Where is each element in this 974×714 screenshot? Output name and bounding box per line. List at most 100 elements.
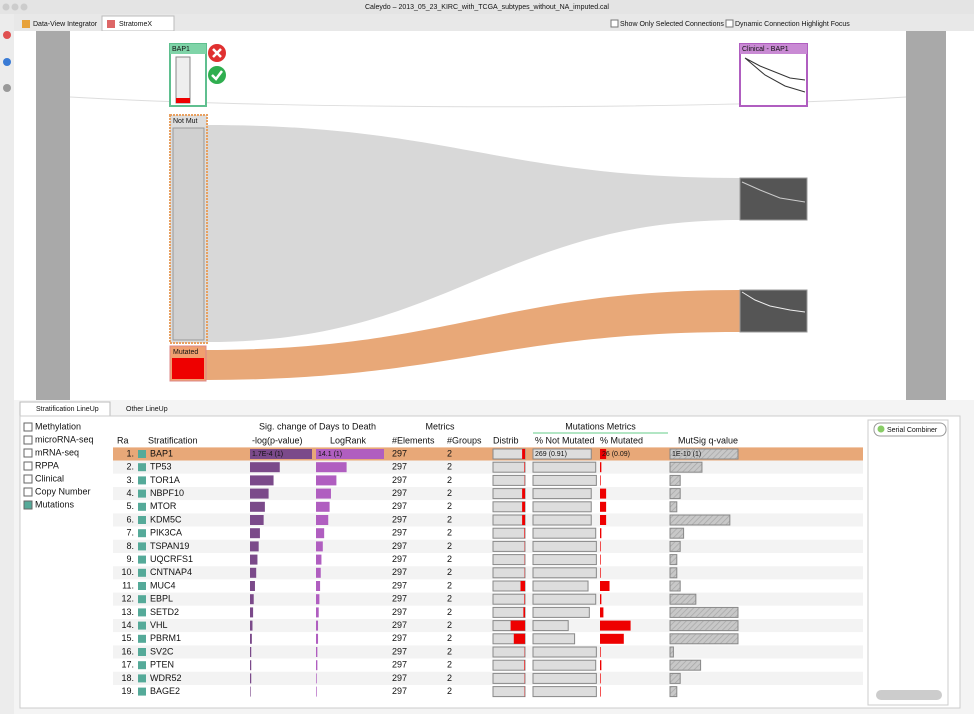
row-background[interactable] bbox=[113, 487, 863, 501]
bar-not-mutated bbox=[532, 672, 597, 684]
checkbox[interactable] bbox=[23, 435, 33, 445]
row-background[interactable] bbox=[113, 513, 863, 527]
tab-icon bbox=[107, 20, 115, 28]
option-label[interactable]: Show Only Selected Connections bbox=[620, 21, 724, 28]
checkbox[interactable] bbox=[23, 500, 33, 510]
row-background[interactable] bbox=[113, 553, 863, 567]
window-button[interactable] bbox=[20, 3, 28, 11]
distribution bbox=[492, 501, 526, 513]
brick[interactable] bbox=[739, 43, 808, 107]
km-thumbnail[interactable] bbox=[739, 177, 808, 221]
flow-mutated[interactable] bbox=[205, 290, 740, 380]
row-background[interactable] bbox=[113, 539, 863, 553]
row-swatch bbox=[138, 687, 146, 696]
row-background[interactable] bbox=[113, 645, 863, 659]
distribution bbox=[492, 461, 526, 473]
distribution bbox=[492, 540, 526, 552]
checkbox[interactable] bbox=[725, 19, 734, 28]
column-header[interactable]: #Elements bbox=[392, 435, 435, 445]
tool-icon[interactable] bbox=[3, 31, 11, 39]
column-header[interactable]: MutSig q-value bbox=[678, 435, 738, 445]
checkbox[interactable] bbox=[23, 461, 33, 471]
bar-mutated bbox=[600, 488, 607, 499]
bar-logp bbox=[250, 620, 253, 631]
dataset-label[interactable]: RPPA bbox=[35, 460, 59, 470]
column-header[interactable]: % Mutated bbox=[600, 435, 643, 445]
row-background[interactable] bbox=[113, 566, 863, 580]
dataset-label[interactable]: Methylation bbox=[35, 421, 81, 431]
column-header[interactable]: Ra bbox=[117, 435, 129, 445]
dataset-label[interactable]: Copy Number bbox=[35, 486, 91, 496]
row-background[interactable] bbox=[113, 605, 863, 619]
checkbox[interactable] bbox=[23, 474, 33, 484]
stratification-name: PIK3CA bbox=[150, 528, 182, 538]
dataset-label[interactable]: Clinical bbox=[35, 473, 64, 483]
row-background[interactable] bbox=[113, 671, 863, 685]
row-background[interactable] bbox=[113, 592, 863, 606]
scroll-button[interactable] bbox=[876, 690, 942, 700]
row-background[interactable] bbox=[113, 500, 863, 514]
bar-mutated bbox=[600, 501, 607, 512]
row-background[interactable] bbox=[113, 685, 863, 699]
elements: 297 bbox=[392, 528, 407, 538]
tool-icon[interactable] bbox=[3, 58, 11, 66]
row-background[interactable] bbox=[113, 460, 863, 474]
column-header[interactable]: LogRank bbox=[330, 435, 367, 445]
window-button[interactable] bbox=[2, 3, 10, 11]
row-background[interactable] bbox=[113, 447, 863, 461]
row-background[interactable] bbox=[113, 658, 863, 672]
tab[interactable]: Data-View Integrator bbox=[33, 21, 98, 28]
column-header[interactable]: Stratification bbox=[148, 435, 198, 445]
groups: 2 bbox=[447, 633, 452, 643]
row-background[interactable] bbox=[113, 526, 863, 540]
row-swatch bbox=[138, 582, 146, 590]
groups: 2 bbox=[447, 594, 452, 604]
row-background[interactable] bbox=[113, 632, 863, 646]
checkbox[interactable] bbox=[23, 422, 33, 432]
column-header[interactable]: Distrib bbox=[493, 435, 519, 445]
flow-not-mutated[interactable] bbox=[207, 125, 740, 342]
row-background[interactable] bbox=[113, 619, 863, 633]
row-swatch bbox=[138, 529, 146, 538]
elements: 297 bbox=[392, 673, 407, 683]
column-header[interactable]: -log(p-value) bbox=[252, 435, 303, 445]
row-background[interactable] bbox=[113, 579, 863, 593]
distribution-mutated bbox=[510, 620, 525, 631]
bar-mutated bbox=[600, 581, 610, 591]
checkbox[interactable] bbox=[610, 19, 619, 28]
survival-curve bbox=[744, 57, 806, 93]
confirm-button[interactable] bbox=[208, 66, 226, 84]
window-button[interactable] bbox=[11, 3, 19, 11]
groups: 2 bbox=[447, 686, 452, 696]
bar-logrank bbox=[316, 475, 337, 486]
checkbox[interactable] bbox=[23, 487, 33, 497]
dataset-label[interactable]: mRNA-seq bbox=[35, 447, 79, 457]
combiner-button[interactable] bbox=[873, 422, 947, 437]
row-background[interactable] bbox=[113, 473, 863, 487]
bar-mutsig bbox=[669, 620, 739, 632]
option-label[interactable]: Dynamic Connection Highlight Focus bbox=[735, 21, 850, 28]
groups: 2 bbox=[447, 580, 452, 590]
rank: 17. bbox=[121, 660, 134, 670]
tool-icon[interactable] bbox=[3, 84, 11, 92]
bar-logp bbox=[250, 647, 252, 657]
tab[interactable]: StratomeX bbox=[119, 21, 152, 28]
tab[interactable]: Other LineUp bbox=[126, 406, 168, 413]
bar-not-mutated bbox=[532, 448, 592, 460]
survival-curve bbox=[741, 181, 806, 203]
column-header[interactable]: % Not Mutated bbox=[535, 435, 595, 445]
rank: 16. bbox=[121, 646, 134, 656]
checkbox[interactable] bbox=[23, 448, 33, 458]
dataset-label[interactable]: microRNA-seq bbox=[35, 434, 94, 444]
dataset-label[interactable]: Mutations bbox=[35, 499, 75, 509]
groups: 2 bbox=[447, 554, 452, 564]
tab[interactable]: Stratification LineUp bbox=[36, 406, 99, 413]
bar-mutated bbox=[600, 686, 601, 697]
column-header[interactable]: #Groups bbox=[447, 435, 482, 445]
distribution bbox=[492, 672, 526, 684]
bar-mutated bbox=[600, 475, 601, 486]
groups: 2 bbox=[447, 673, 452, 683]
combiner-label[interactable]: Serial Combiner bbox=[887, 427, 938, 434]
group-header: Metrics bbox=[426, 421, 455, 431]
